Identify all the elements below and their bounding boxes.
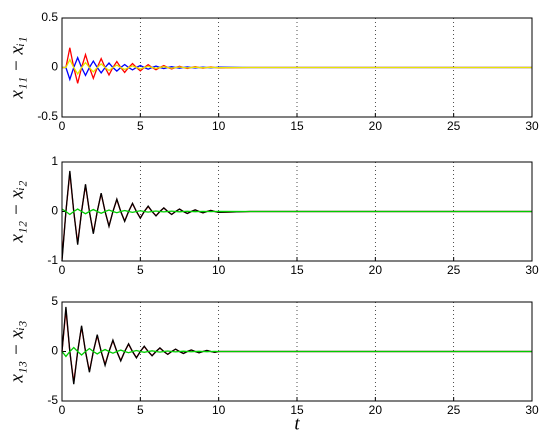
y-tick-label: 0.5 [41,10,58,24]
x-tick-label: 0 [59,119,66,133]
x-tick-label: 30 [525,403,539,417]
y-axis-label: x₁₁ − xᵢ₁ [6,36,27,99]
data-line [61,346,532,358]
x-tick-label: 5 [137,119,144,133]
x-tick-label: 25 [447,263,461,277]
x-tick-label: 0 [59,403,66,417]
x-tick-label: 15 [290,119,304,133]
y-axis-label: x₁₃ − xᵢ₃ [6,320,27,383]
x-tick-label: 30 [525,119,539,133]
x-tick-label: 20 [369,263,383,277]
y-tick-label: -0.5 [37,109,58,123]
y-tick-label: -5 [47,393,58,407]
x-tick-label: 20 [369,403,383,417]
x-tick-label: 5 [137,403,144,417]
data-line [62,58,532,76]
x-tick-label: 20 [369,119,383,133]
axes-frame [61,17,533,118]
x-tick-label: 10 [212,263,226,277]
y-tick-label: 0 [51,344,58,358]
x-tick-label: 25 [447,119,461,133]
axes-frame [61,161,533,262]
x-tick-label: 25 [447,403,461,417]
axes-frame [61,301,533,402]
x-tick-label: 0 [59,263,66,277]
x-tick-label: 10 [212,403,226,417]
y-tick-label: 1 [51,154,58,168]
y-tick-label: -1 [47,253,58,267]
y-tick-label: 5 [51,294,58,308]
x-axis-label: t [294,413,300,433]
x-tick-label: 15 [290,403,304,417]
x-tick-label: 30 [525,263,539,277]
x-tick-label: 5 [137,263,144,277]
data-line [61,208,532,216]
x-tick-label: 15 [290,263,304,277]
y-tick-label: 0 [51,204,58,218]
x-tick-label: 10 [212,119,226,133]
y-tick-label: 0 [51,60,58,74]
y-axis-label: x₁₂ − xᵢ₂ [6,180,27,243]
